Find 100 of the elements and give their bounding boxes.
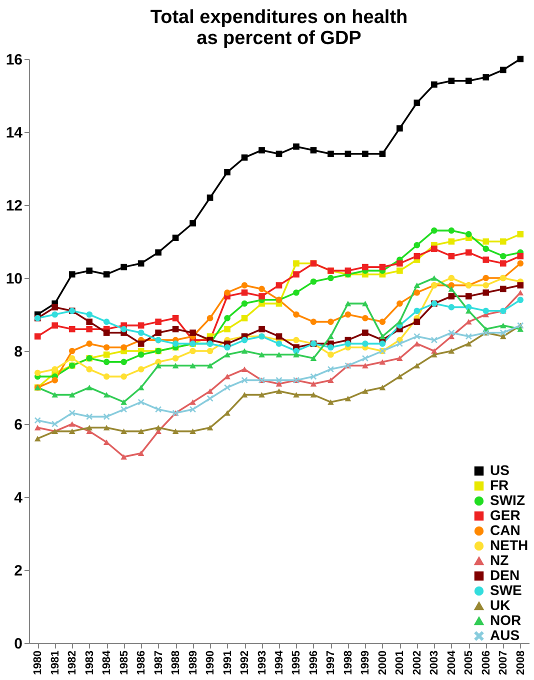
point xyxy=(103,373,110,380)
point xyxy=(328,150,334,158)
point xyxy=(120,406,127,413)
point xyxy=(206,348,214,354)
point xyxy=(206,388,214,394)
point xyxy=(86,311,93,318)
point xyxy=(362,300,368,306)
x-tick-label: 2001 xyxy=(394,650,406,675)
point xyxy=(448,334,455,340)
x-tick-label: 1986 xyxy=(136,650,148,675)
point xyxy=(120,344,127,351)
point xyxy=(362,330,368,336)
point xyxy=(224,326,230,332)
point xyxy=(155,318,162,325)
point xyxy=(103,358,110,366)
legend-label: US xyxy=(490,462,510,478)
point xyxy=(293,348,300,354)
point xyxy=(138,351,144,358)
point xyxy=(86,384,93,390)
point xyxy=(52,420,58,428)
y-tick-label: 10 xyxy=(6,270,22,288)
point xyxy=(414,242,420,248)
point xyxy=(86,318,93,325)
x-tick-label: 1980 xyxy=(32,650,44,675)
point xyxy=(103,351,110,358)
legend-label: SWE xyxy=(490,582,522,598)
point xyxy=(328,318,334,325)
point xyxy=(310,318,317,325)
point xyxy=(138,330,144,336)
point xyxy=(500,252,506,260)
point xyxy=(379,359,386,365)
point xyxy=(120,454,127,460)
point xyxy=(52,392,58,398)
point xyxy=(138,322,144,329)
point xyxy=(86,340,93,347)
point xyxy=(34,417,41,424)
point xyxy=(86,326,93,332)
point xyxy=(52,377,58,384)
point xyxy=(86,414,93,420)
point xyxy=(120,428,127,434)
point xyxy=(293,352,300,358)
point xyxy=(344,150,352,158)
point xyxy=(344,268,352,274)
y-tick-label: 12 xyxy=(6,198,22,214)
y-tick-label: 8 xyxy=(14,344,22,360)
x-tick-label: 1995 xyxy=(290,650,303,675)
point xyxy=(431,227,438,234)
point xyxy=(258,392,265,398)
x-tick-label: 1988 xyxy=(170,650,182,675)
point xyxy=(482,274,490,282)
point xyxy=(293,311,300,318)
legend-label: FR xyxy=(490,477,509,493)
point xyxy=(155,249,162,256)
point xyxy=(155,358,162,366)
y-tick-label: 4 xyxy=(14,490,24,506)
y-tick-label: 0 xyxy=(14,636,22,652)
point xyxy=(172,362,179,368)
point xyxy=(465,293,472,300)
point xyxy=(362,340,368,347)
point xyxy=(310,147,317,154)
point xyxy=(138,450,144,456)
point xyxy=(138,260,144,267)
point xyxy=(68,392,76,398)
point xyxy=(120,358,127,366)
point xyxy=(190,362,196,368)
point xyxy=(517,260,524,267)
point xyxy=(379,384,386,390)
point xyxy=(190,406,196,413)
point xyxy=(138,398,144,406)
point xyxy=(276,150,282,158)
point xyxy=(103,392,110,398)
point xyxy=(310,278,317,285)
point xyxy=(379,150,386,158)
point xyxy=(68,421,76,427)
point xyxy=(258,326,265,332)
point xyxy=(190,399,196,405)
point xyxy=(414,282,420,288)
point xyxy=(206,424,214,430)
point xyxy=(431,81,438,88)
point xyxy=(68,410,76,416)
point xyxy=(517,290,524,296)
point xyxy=(396,125,403,132)
point xyxy=(448,227,455,234)
point xyxy=(120,399,127,405)
point xyxy=(465,231,472,238)
point xyxy=(482,308,490,314)
point xyxy=(396,356,403,362)
point xyxy=(396,300,403,307)
point xyxy=(34,424,41,430)
point xyxy=(293,271,300,278)
point xyxy=(414,289,420,296)
point xyxy=(465,340,472,346)
point xyxy=(206,314,214,322)
point xyxy=(172,340,179,347)
point xyxy=(241,154,248,161)
text: as percent of GDP xyxy=(196,28,362,49)
point xyxy=(396,340,403,347)
x-tick-label: 2004 xyxy=(446,650,458,675)
x-tick-label: 2008 xyxy=(514,650,527,675)
x-tick-label: 1993 xyxy=(256,650,268,675)
